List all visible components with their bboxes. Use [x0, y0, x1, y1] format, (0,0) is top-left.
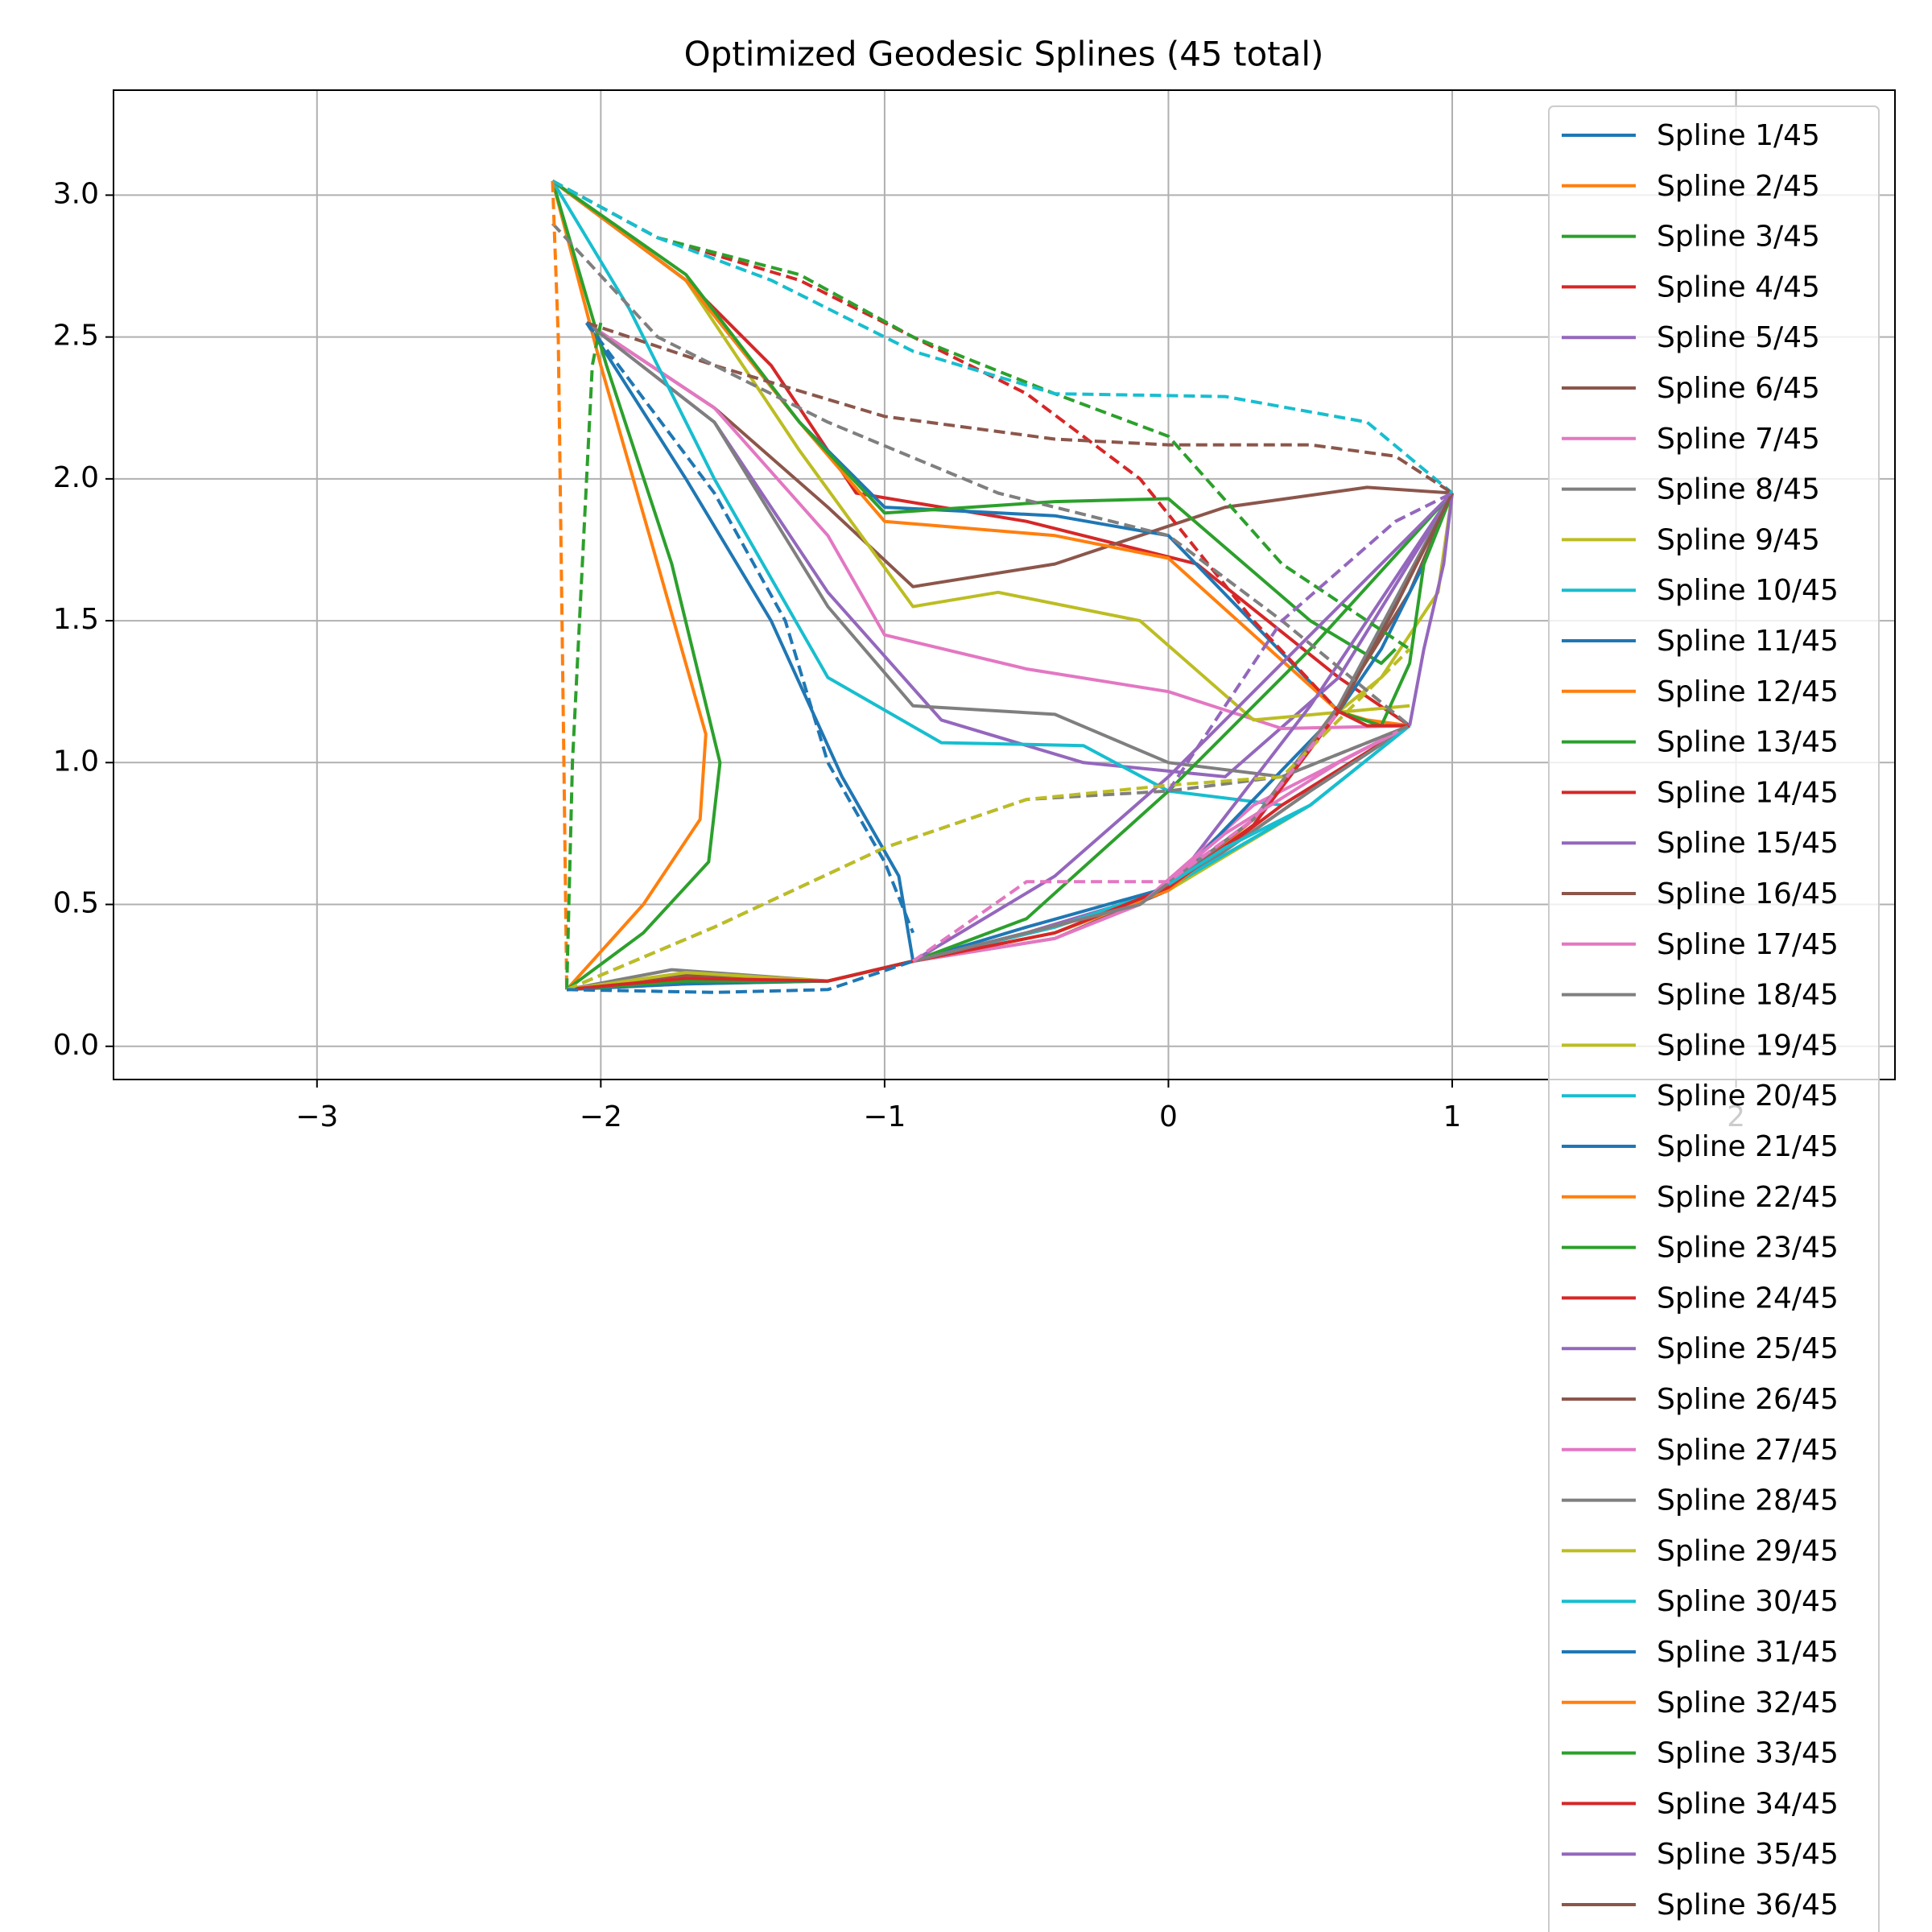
legend-label: Spline 4/45: [1657, 270, 1820, 303]
spline-line: [586, 321, 1454, 495]
spline-line: [551, 180, 708, 991]
legend-label: Spline 14/45: [1657, 776, 1839, 809]
legend-label: Spline 18/45: [1657, 979, 1839, 1012]
legend-label: Spline 7/45: [1657, 423, 1820, 456]
legend: Spline 1/45 Spline 2/45 Spline 3/45 Spline …: [1548, 105, 1880, 1932]
legend-label: Spline 20/45: [1657, 1080, 1839, 1113]
x-tick-label: 0: [1159, 1100, 1178, 1133]
legend-label: Spline 10/45: [1657, 574, 1839, 607]
y-tick-label: 0.5: [53, 887, 99, 920]
plot-frame: [113, 89, 1896, 1080]
legend-label: Spline 33/45: [1657, 1737, 1839, 1770]
spline-line: [585, 321, 1410, 778]
plot-area: [551, 180, 1454, 994]
legend-label: Spline 8/45: [1657, 473, 1820, 506]
spline-line: [551, 180, 1411, 650]
spline-line: [551, 180, 1411, 807]
legend-label: Spline 6/45: [1657, 372, 1820, 405]
legend-label: Spline 24/45: [1657, 1282, 1839, 1315]
spline-line: [1167, 724, 1411, 886]
spline-line: [912, 492, 1454, 963]
spline-line: [551, 180, 1410, 722]
legend-label: Spline 16/45: [1657, 877, 1839, 910]
y-tick-label: 2.0: [53, 461, 99, 494]
chart-title: Optimized Geodesic Splines (45 total): [684, 35, 1324, 74]
y-tick-label: 0.0: [53, 1029, 99, 1062]
legend-label: Spline 11/45: [1657, 625, 1839, 658]
spline-line: [551, 180, 1397, 665]
legend-label: Spline 12/45: [1657, 675, 1839, 708]
legend-box: [1548, 105, 1880, 1932]
spline-line: [566, 710, 1340, 992]
spline-line: [585, 321, 1410, 730]
legend-label: Spline 23/45: [1657, 1232, 1839, 1265]
legend-label: Spline 32/45: [1657, 1686, 1839, 1719]
legend-label: Spline 13/45: [1657, 726, 1839, 759]
legend-label: Spline 1/45: [1657, 119, 1820, 152]
legend-label: Spline 34/45: [1657, 1787, 1839, 1820]
y-tick-label: 1.0: [53, 745, 99, 778]
spline-line: [566, 960, 914, 994]
legend-label: Spline 29/45: [1657, 1534, 1839, 1567]
legend-label: Spline 27/45: [1657, 1434, 1839, 1467]
legend-label: Spline 22/45: [1657, 1181, 1839, 1214]
spline-line: [551, 180, 1454, 495]
spline-line: [566, 492, 1454, 992]
legend-label: Spline 36/45: [1657, 1889, 1839, 1922]
y-tick-label: 2.5: [53, 320, 99, 353]
legend-label: Spline 26/45: [1657, 1383, 1839, 1416]
spline-line: [551, 180, 568, 990]
legend-label: Spline 28/45: [1657, 1484, 1839, 1517]
spline-line: [585, 321, 915, 962]
legend-label: Spline 15/45: [1657, 827, 1839, 860]
spline-line: [551, 180, 722, 991]
spline-line: [1338, 492, 1454, 728]
spline-line: [1337, 492, 1454, 712]
legend-label: Spline 5/45: [1657, 321, 1820, 354]
legend-label: Spline 21/45: [1657, 1130, 1839, 1163]
legend-label: Spline 19/45: [1657, 1029, 1839, 1062]
legend-label: Spline 35/45: [1657, 1838, 1839, 1871]
legend-label: Spline 30/45: [1657, 1585, 1839, 1618]
x-tick-label: −2: [580, 1100, 622, 1133]
spline-line: [585, 321, 915, 934]
y-tick-label: 1.5: [53, 603, 99, 636]
spline-line: [1338, 710, 1410, 728]
x-tick-label: 1: [1443, 1100, 1462, 1133]
y-tick-label: 3.0: [53, 177, 99, 210]
x-tick-label: −3: [295, 1100, 338, 1133]
legend-label: Spline 3/45: [1657, 221, 1820, 254]
spline-line: [566, 647, 1411, 992]
spline-line: [551, 180, 1340, 713]
legend-label: Spline 2/45: [1657, 170, 1820, 203]
spline-line: [1166, 491, 1453, 792]
spline-line: [1408, 493, 1454, 726]
legend-label: Spline 31/45: [1657, 1636, 1839, 1669]
spline-line: [566, 492, 1454, 992]
spline-line: [565, 322, 603, 990]
spline-line: [912, 710, 1340, 963]
legend-label: Spline 9/45: [1657, 523, 1820, 556]
x-tick-label: −1: [863, 1100, 906, 1133]
legend-label: Spline 25/45: [1657, 1332, 1839, 1365]
spline-line: [585, 321, 1453, 588]
legend-label: Spline 17/45: [1657, 928, 1839, 961]
